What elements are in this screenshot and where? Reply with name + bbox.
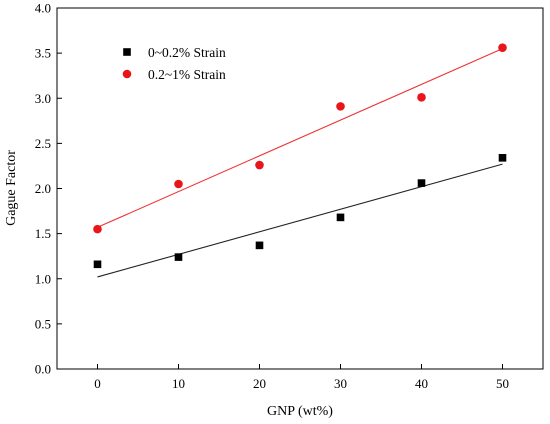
data-point-square — [93, 260, 102, 269]
x-tick-label: 50 — [496, 376, 509, 391]
x-axis-ticks: 0 10 20 30 40 50 — [94, 364, 509, 391]
legend: 0~0.2% Strain 0.2~1% Strain — [122, 45, 226, 82]
y-tick-label: 1.5 — [35, 226, 51, 241]
y-tick-label: 0.0 — [35, 362, 51, 377]
x-tick-label: 10 — [172, 376, 185, 391]
y-axis-title: Gague Factor — [4, 150, 19, 226]
data-point-circle — [174, 179, 183, 189]
data-point-square — [498, 154, 507, 162]
y-axis-ticks: 0.0 0.5 1.0 1.5 2.0 2.5 3.0 3.5 4.0 — [35, 1, 62, 377]
data-point-circle — [255, 160, 264, 170]
data-points — [93, 43, 507, 269]
y-tick-label: 2.5 — [35, 136, 51, 151]
legend-marker-square — [123, 48, 131, 56]
y-tick-label: 3.0 — [35, 91, 51, 106]
y-tick-label: 2.0 — [35, 181, 51, 196]
legend-marker-circle — [122, 69, 132, 79]
x-tick-label: 20 — [253, 376, 266, 391]
fit-lines — [97, 48, 503, 278]
x-axis-title: GNP (wt%) — [267, 404, 333, 419]
y-tick-label: 0.5 — [35, 316, 51, 331]
y-tick-label: 3.5 — [35, 46, 51, 61]
legend-label: 0~0.2% Strain — [148, 45, 226, 60]
data-point-square — [174, 253, 183, 261]
legend-label: 0.2~1% Strain — [148, 67, 226, 82]
fit-line — [97, 163, 503, 278]
data-point-circle — [498, 43, 507, 53]
y-tick-label: 1.0 — [35, 271, 51, 286]
x-tick-label: 30 — [334, 376, 347, 391]
data-point-circle — [93, 224, 102, 234]
plot-frame — [56, 7, 544, 370]
y-tick-label: 4.0 — [35, 1, 51, 16]
x-tick-label: 40 — [415, 376, 428, 391]
fit-line — [97, 48, 503, 228]
x-tick-label: 0 — [94, 376, 101, 391]
data-point-square — [417, 179, 426, 187]
data-point-circle — [417, 93, 426, 102]
data-point-square — [255, 241, 264, 250]
data-point-square — [336, 213, 345, 222]
data-point-circle — [336, 102, 345, 111]
